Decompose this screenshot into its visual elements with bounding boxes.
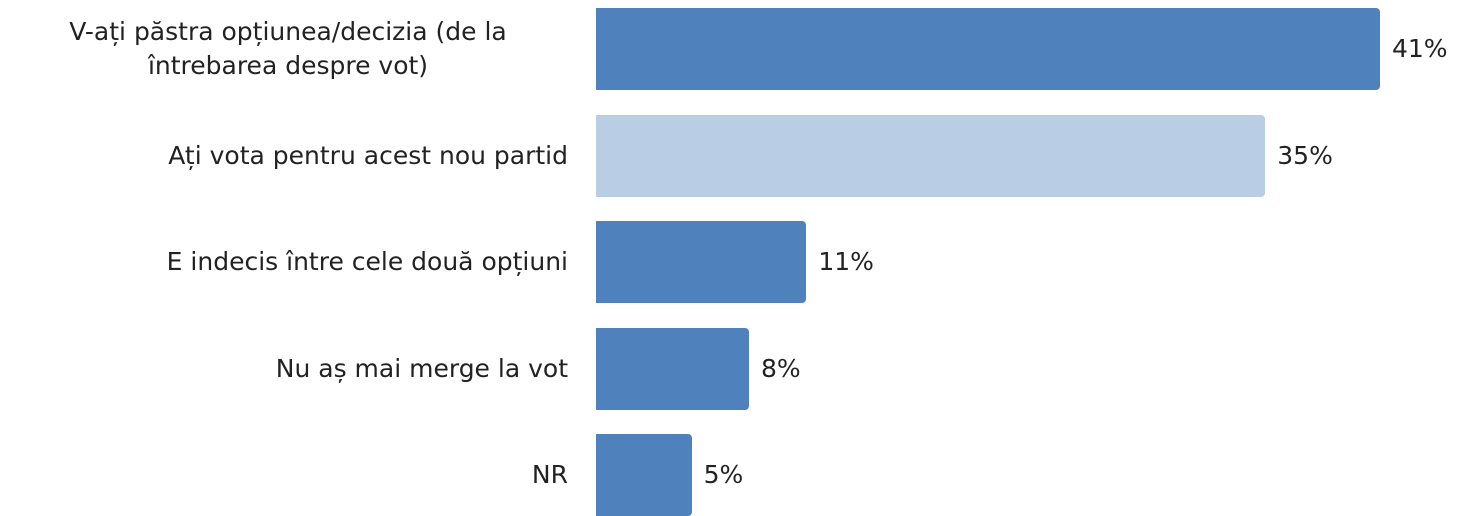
value-label: 35% <box>1277 140 1333 170</box>
category-label: Ați vota pentru acest nou partid <box>8 115 568 197</box>
category-text: E indecis între cele două opțiuni <box>166 247 568 276</box>
category-label: V-ați păstra opțiunea/decizia (de la înt… <box>8 8 568 90</box>
bar <box>596 221 807 303</box>
category-text: NR <box>531 460 568 489</box>
category-text: V-ați păstra opțiunea/decizia (de la înt… <box>69 17 507 80</box>
category-text: Ați vota pentru acest nou partid <box>168 140 568 170</box>
bar <box>596 327 749 410</box>
bar <box>596 114 1266 197</box>
category-label: NR <box>8 434 568 516</box>
value-label: 5% <box>703 460 744 489</box>
bar <box>596 434 692 516</box>
category-label: E indecis între cele două opțiuni <box>8 221 568 303</box>
value-label: 8% <box>760 353 801 383</box>
category-label: Nu aș mai merge la vot <box>8 328 568 410</box>
value-label: 41% <box>1392 34 1448 63</box>
category-text: Nu aș mai merge la vot <box>275 353 568 383</box>
bar <box>596 8 1380 90</box>
value-label: 11% <box>818 247 874 276</box>
